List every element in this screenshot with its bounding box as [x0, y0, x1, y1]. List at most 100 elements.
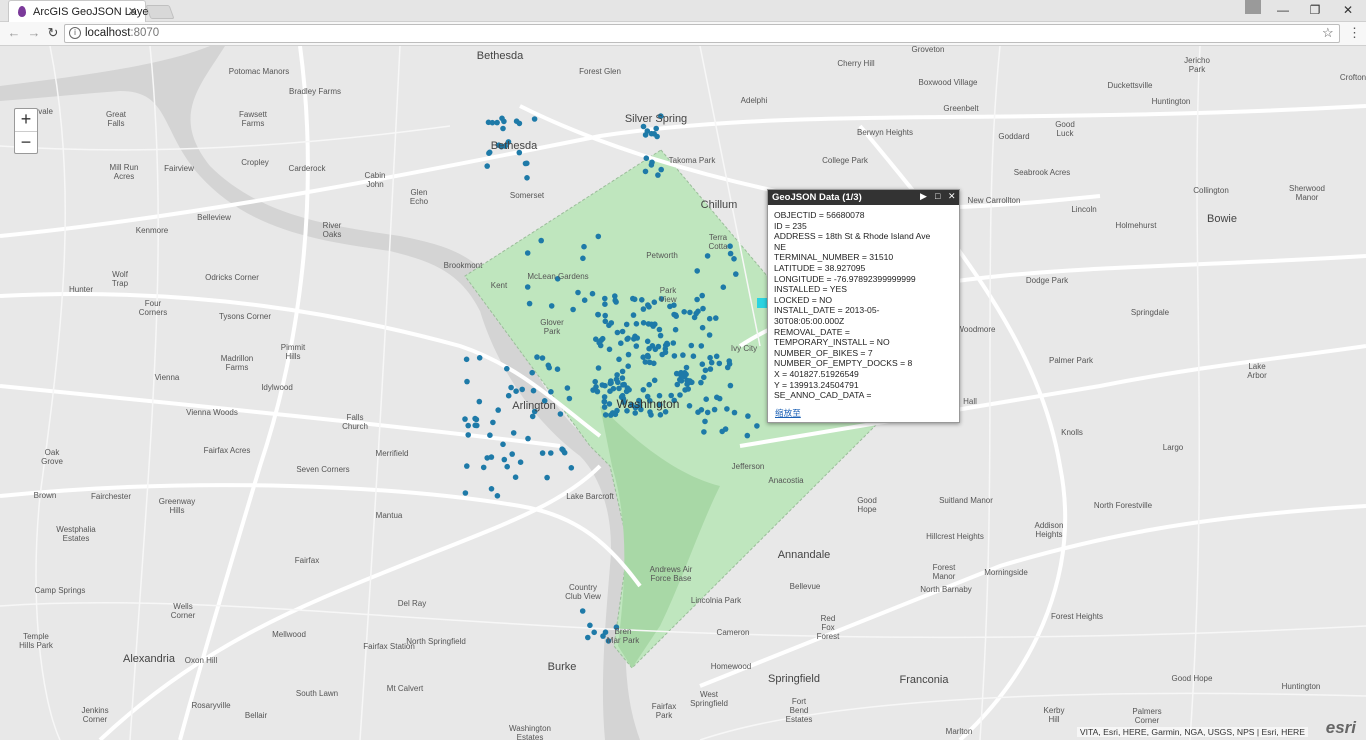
bike-station-point[interactable]	[575, 289, 581, 296]
bike-station-point[interactable]	[488, 486, 495, 492]
bike-station-point[interactable]	[714, 394, 720, 401]
bike-station-point[interactable]	[658, 166, 664, 173]
bike-station-point[interactable]	[639, 297, 645, 303]
bike-station-point[interactable]	[724, 406, 730, 412]
bike-station-point[interactable]	[472, 422, 479, 429]
bike-station-point[interactable]	[526, 300, 533, 307]
bike-station-point[interactable]	[690, 353, 697, 360]
bike-station-point[interactable]	[632, 410, 638, 416]
bike-station-point[interactable]	[688, 342, 695, 349]
bike-station-point[interactable]	[646, 381, 652, 388]
bike-station-point[interactable]	[581, 297, 588, 303]
bike-station-point[interactable]	[655, 172, 661, 178]
bike-station-point[interactable]	[480, 464, 487, 471]
zoom-in-button[interactable]: +	[20, 109, 32, 129]
bike-station-point[interactable]	[646, 359, 653, 366]
bike-station-point[interactable]	[691, 314, 698, 321]
bike-station-point[interactable]	[642, 168, 649, 175]
bike-station-point[interactable]	[681, 373, 688, 380]
bike-station-point[interactable]	[644, 338, 651, 345]
bike-station-point[interactable]	[713, 315, 719, 321]
bike-station-point[interactable]	[678, 378, 685, 384]
bike-station-point[interactable]	[698, 343, 705, 349]
bike-station-point[interactable]	[643, 155, 650, 161]
bike-station-point[interactable]	[686, 403, 693, 409]
bike-station-point[interactable]	[601, 398, 608, 405]
bike-station-point[interactable]	[539, 355, 546, 361]
bike-station-point[interactable]	[700, 305, 706, 312]
bike-station-point[interactable]	[488, 454, 495, 460]
bike-station-point[interactable]	[513, 388, 519, 395]
bike-station-point[interactable]	[580, 255, 586, 262]
bike-station-point[interactable]	[548, 450, 554, 456]
bike-station-point[interactable]	[505, 139, 512, 145]
bike-station-point[interactable]	[517, 459, 524, 466]
bike-station-point[interactable]	[462, 490, 469, 496]
bike-station-point[interactable]	[698, 379, 704, 386]
bike-station-point[interactable]	[674, 381, 681, 388]
bike-station-point[interactable]	[699, 324, 706, 331]
bike-station-point[interactable]	[624, 408, 630, 414]
bike-station-point[interactable]	[612, 293, 618, 299]
bike-station-point[interactable]	[656, 326, 663, 333]
map-view[interactable]: Bethesda Forest Glen Potomac Manors Bradley…	[0, 46, 1366, 740]
bike-station-point[interactable]	[707, 366, 714, 372]
reload-icon[interactable]: ↻	[47, 25, 59, 40]
info-icon[interactable]: i	[69, 27, 81, 39]
bike-station-point[interactable]	[708, 359, 715, 366]
bike-station-point[interactable]	[513, 118, 520, 124]
bike-station-point[interactable]	[512, 474, 519, 481]
bike-station-point[interactable]	[640, 123, 647, 130]
bike-station-point[interactable]	[472, 415, 478, 422]
bike-station-point[interactable]	[613, 624, 620, 630]
bike-station-point[interactable]	[463, 356, 470, 363]
bike-station-point[interactable]	[548, 303, 555, 309]
bike-station-point[interactable]	[495, 407, 502, 413]
bike-station-point[interactable]	[592, 378, 598, 385]
bike-station-point[interactable]	[727, 382, 734, 389]
bike-station-point[interactable]	[530, 387, 537, 394]
bike-station-point[interactable]	[706, 332, 713, 338]
bike-station-point[interactable]	[524, 284, 531, 290]
bike-station-point[interactable]	[623, 321, 630, 328]
bike-station-point[interactable]	[602, 301, 608, 307]
bike-station-point[interactable]	[564, 385, 571, 391]
bike-station-point[interactable]	[500, 441, 506, 448]
minimize-button[interactable]: —	[1277, 3, 1289, 17]
bike-station-point[interactable]	[621, 381, 627, 388]
bike-station-point[interactable]	[614, 407, 620, 414]
bike-station-point[interactable]	[647, 397, 653, 404]
bike-station-point[interactable]	[726, 358, 732, 364]
window-close-button[interactable]: ✕	[1342, 3, 1354, 17]
bike-station-point[interactable]	[658, 296, 665, 302]
bike-station-point[interactable]	[605, 638, 612, 644]
bike-station-point[interactable]	[628, 402, 635, 408]
bike-station-point[interactable]	[724, 364, 731, 371]
bike-station-point[interactable]	[524, 175, 530, 181]
bike-station-point[interactable]	[529, 369, 535, 376]
bike-station-point[interactable]	[538, 237, 544, 244]
bike-station-point[interactable]	[672, 326, 679, 333]
bookmark-star-icon[interactable]: ☆	[1322, 25, 1334, 40]
bike-station-point[interactable]	[502, 143, 509, 149]
bike-station-point[interactable]	[668, 392, 674, 399]
bike-station-point[interactable]	[494, 119, 500, 126]
bike-station-point[interactable]	[600, 633, 606, 639]
bike-station-point[interactable]	[713, 353, 720, 360]
bike-station-point[interactable]	[465, 432, 472, 438]
bike-station-point[interactable]	[595, 233, 602, 240]
bike-station-point[interactable]	[618, 340, 624, 347]
bike-station-point[interactable]	[625, 363, 631, 370]
bike-station-point[interactable]	[745, 413, 751, 419]
bike-station-point[interactable]	[602, 382, 608, 389]
bike-station-point[interactable]	[524, 160, 530, 167]
bike-station-point[interactable]	[642, 132, 649, 138]
bike-station-point[interactable]	[698, 407, 705, 413]
bike-station-point[interactable]	[642, 359, 649, 365]
bike-station-point[interactable]	[657, 401, 663, 408]
zoom-out-button[interactable]: −	[15, 131, 37, 153]
bike-station-point[interactable]	[589, 290, 596, 297]
bike-station-point[interactable]	[590, 387, 596, 393]
bike-station-point[interactable]	[648, 162, 655, 168]
bike-station-point[interactable]	[680, 352, 686, 358]
